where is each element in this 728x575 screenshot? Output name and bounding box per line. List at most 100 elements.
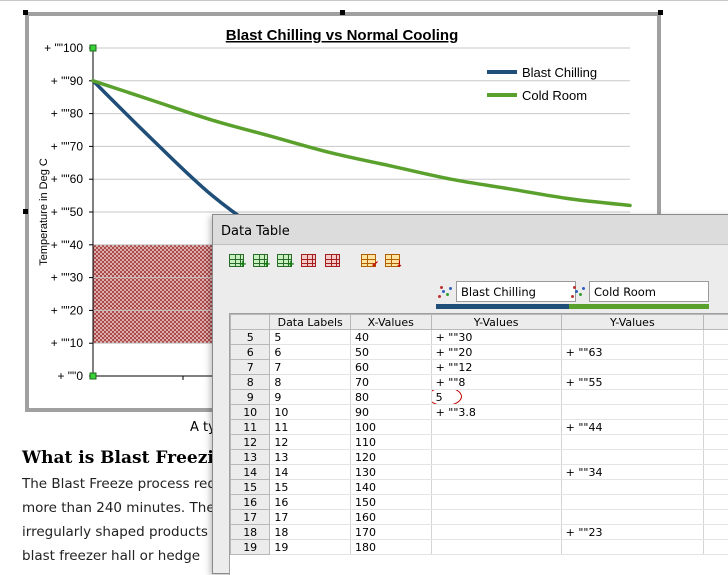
x-value-cell[interactable]: 90 [350,405,431,420]
y-value-cell[interactable] [561,435,703,450]
y-value-cell[interactable] [561,495,703,510]
empty-cell [704,375,728,390]
empty-cell [704,420,728,435]
data-grid[interactable]: Data Labels X-Values Y-Values Y-Values 5… [229,313,728,575]
y-value-cell[interactable] [431,480,561,495]
data-label-cell[interactable]: 17 [270,510,351,525]
data-label-cell[interactable]: 6 [270,345,351,360]
y-value-cell[interactable]: + ""30 [431,330,561,345]
y-value-cell[interactable] [431,450,561,465]
body-text-line: The Blast Freeze process req [22,476,216,492]
insert-series-icon[interactable]: + [251,252,271,270]
x-value-cell[interactable]: 160 [350,510,431,525]
delete-row-icon[interactable] [299,252,319,270]
y-value-cell[interactable] [561,405,703,420]
y-value-cell[interactable] [431,525,561,540]
y-value-cell[interactable]: + ""63 [561,345,703,360]
x-value-cell[interactable]: 60 [350,360,431,375]
row-number-cell: 18 [231,525,270,540]
x-value-cell[interactable]: 170 [350,525,431,540]
y-value-cell[interactable] [431,495,561,510]
row-number-cell: 15 [231,480,270,495]
y-value-cell[interactable] [561,390,703,405]
data-label-cell[interactable]: 5 [270,330,351,345]
x-value-cell[interactable]: 50 [350,345,431,360]
insert-text-column-icon[interactable]: + [275,252,295,270]
data-label-cell[interactable]: 12 [270,435,351,450]
column-header-x-values[interactable]: X-Values [350,315,431,330]
data-table-dialog: Data Table + + + ↙ ↓ Blast Chilling Cold… [212,214,728,574]
column-header-data-labels[interactable]: Data Labels [270,315,351,330]
y-value-cell[interactable] [431,540,561,555]
y-value-cell[interactable]: + ""3.8 [431,405,561,420]
y-value-cell[interactable] [561,510,703,525]
data-label-cell[interactable]: 9 [270,390,351,405]
y-value-cell[interactable]: + ""23 [561,525,703,540]
data-label-cell[interactable]: 15 [270,480,351,495]
y-value-cell[interactable] [561,330,703,345]
data-label-cell[interactable]: 16 [270,495,351,510]
column-header-y-values-2[interactable]: Y-Values [561,315,703,330]
row-number-cell: 12 [231,435,270,450]
data-label-cell[interactable]: 13 [270,450,351,465]
data-label-cell[interactable]: 10 [270,405,351,420]
y-value-cell[interactable]: 5 [431,390,561,405]
row-number-cell: 6 [231,345,270,360]
y-value-cell[interactable] [561,540,703,555]
empty-cell [704,405,728,420]
y-value-cell[interactable] [431,465,561,480]
x-value-cell[interactable]: 120 [350,450,431,465]
y-value-cell[interactable]: + ""8 [431,375,561,390]
x-value-cell[interactable]: 70 [350,375,431,390]
y-value-cell[interactable] [561,480,703,495]
series-name-input[interactable]: Cold Room [589,281,709,302]
empty-cell [704,525,728,540]
data-label-cell[interactable]: 18 [270,525,351,540]
x-value-cell[interactable]: 100 [350,420,431,435]
legend-label: Cold Room [522,88,587,103]
y-value-cell[interactable]: + ""44 [561,420,703,435]
y-value-cell[interactable] [561,450,703,465]
axis-handle [90,45,96,51]
x-value-cell[interactable]: 110 [350,435,431,450]
y-value-cell[interactable] [431,510,561,525]
y-value-cell[interactable] [431,435,561,450]
data-label-cell[interactable]: 8 [270,375,351,390]
data-label-cell[interactable]: 19 [270,540,351,555]
corner-header [231,315,270,330]
x-value-cell[interactable]: 140 [350,480,431,495]
x-value-cell[interactable]: 80 [350,390,431,405]
y-value-cell[interactable] [561,360,703,375]
insert-row-icon[interactable]: + [227,252,247,270]
series-name-input[interactable]: Blast Chilling [456,281,576,302]
empty-cell [704,450,728,465]
empty-cell [704,465,728,480]
x-value-cell[interactable]: 180 [350,540,431,555]
y-value-cell[interactable]: + ""20 [431,345,561,360]
delete-series-icon[interactable] [323,252,343,270]
data-label-cell[interactable]: 7 [270,360,351,375]
row-number-cell: 14 [231,465,270,480]
column-header-y-values-1[interactable]: Y-Values [431,315,561,330]
data-label-cell[interactable]: 11 [270,420,351,435]
y-value-cell[interactable]: + ""55 [561,375,703,390]
x-value-cell[interactable]: 150 [350,495,431,510]
x-value-cell[interactable]: 40 [350,330,431,345]
data-label-cell[interactable]: 14 [270,465,351,480]
row-number-cell: 10 [231,405,270,420]
y-value-cell[interactable] [431,420,561,435]
row-number-cell: 13 [231,450,270,465]
x-value-cell[interactable]: 130 [350,465,431,480]
y-value-cell[interactable]: + ""34 [561,465,703,480]
y-tick-label: + ""30 [51,271,84,285]
y-tick-label: + ""80 [51,107,84,121]
move-series-left-icon[interactable]: ↙ [359,252,379,270]
y-value-cell[interactable]: + ""12 [431,360,561,375]
move-row-down-icon[interactable]: ↓ [383,252,403,270]
